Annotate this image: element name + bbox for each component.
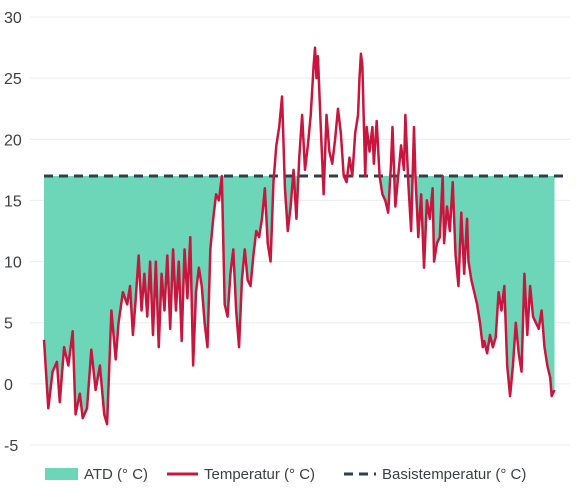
y-tick-label: 10 xyxy=(4,255,22,272)
legend: ATD (° C) Temperatur (° C) Basistemperat… xyxy=(45,466,526,483)
y-tick-label: 15 xyxy=(4,193,22,210)
y-tick-label: 0 xyxy=(4,377,13,394)
y-tick-label: 5 xyxy=(4,316,13,333)
y-tick-label: 25 xyxy=(4,71,22,88)
legend-swatch-atd xyxy=(45,468,78,480)
y-tick-label: 20 xyxy=(4,132,22,149)
legend-item-base-temperature: Basistemperatur (° C) xyxy=(344,466,526,483)
y-axis-ticks: -5 0 5 10 15 20 25 30 xyxy=(4,10,22,455)
y-tick-label: 30 xyxy=(4,10,22,27)
temperature-line xyxy=(42,46,556,426)
atd-area xyxy=(44,175,555,425)
legend-item-temperature: Temperatur (° C) xyxy=(167,466,315,483)
legend-label-atd: ATD (° C) xyxy=(84,466,148,483)
legend-label-base-temperature: Basistemperatur (° C) xyxy=(382,466,526,483)
legend-item-atd: ATD (° C) xyxy=(45,466,148,483)
legend-label-temperature: Temperatur (° C) xyxy=(204,466,315,483)
y-tick-label: -5 xyxy=(4,438,18,455)
